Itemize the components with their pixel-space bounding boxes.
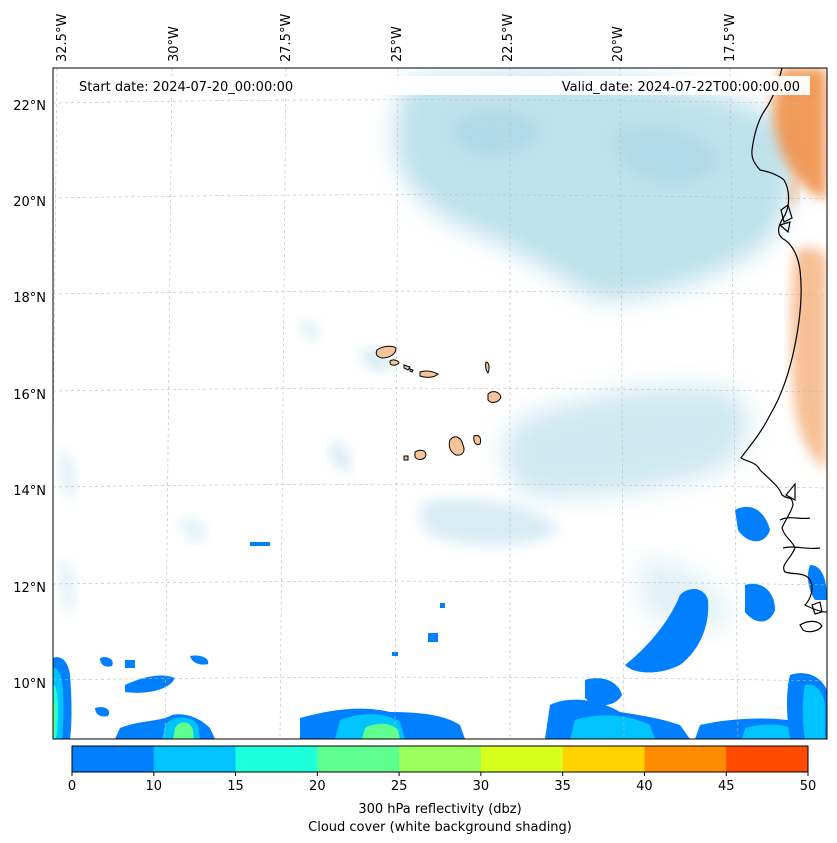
colorbar-tick-label: 30 xyxy=(473,779,490,794)
lat-label-20n: 20°N xyxy=(13,195,46,210)
island-sal xyxy=(485,361,490,374)
lon-label-20w: 20°W xyxy=(611,26,626,62)
colorbar-segment-3 xyxy=(317,746,400,772)
colorbar-segment-8 xyxy=(726,746,809,772)
island-sao-vicente xyxy=(389,359,400,366)
colorbar-segment-6 xyxy=(562,746,645,772)
lon-label-17.5w: 17.5°W xyxy=(723,14,738,62)
island-santa-luzia xyxy=(403,364,411,371)
lat-label-18n: 18°N xyxy=(13,291,46,306)
colorbar-tick-label: 0 xyxy=(68,779,76,794)
colorbar-tick-label: 25 xyxy=(391,779,408,794)
lat-label-14n: 14°N xyxy=(13,484,46,499)
lon-label-32.5w: 32.5°W xyxy=(55,14,70,62)
colorbar-segment-0 xyxy=(72,746,155,772)
colorbar-tick-label: 20 xyxy=(309,779,326,794)
island-boa-vista xyxy=(487,391,502,403)
lat-label-22n: 22°N xyxy=(13,99,46,114)
reflectivity-shading xyxy=(53,506,827,739)
colorbar-segments xyxy=(72,746,809,772)
island-fogo xyxy=(414,449,427,460)
colorbar-tick-label: 35 xyxy=(554,779,571,794)
cape-verde-islands xyxy=(375,345,502,461)
island-santo-antao xyxy=(375,345,397,359)
annotation-box xyxy=(70,76,810,95)
colorbar-ticks: 0 10 15 20 25 30 35 40 45 50 xyxy=(68,772,816,794)
lat-label-10n: 10°N xyxy=(13,677,46,692)
lon-label-30w: 30°W xyxy=(167,26,182,62)
colorbar-segment-4 xyxy=(399,746,482,772)
colorbar-segment-2 xyxy=(235,746,318,772)
colorbar-label-reflectivity: 300 hPa reflectivity (dbz) xyxy=(358,802,521,817)
map-frame xyxy=(52,67,828,740)
coastline xyxy=(740,68,827,633)
colorbar-tick-label: 10 xyxy=(146,779,163,794)
island-sao-nicolau xyxy=(419,370,439,378)
colorbar-border xyxy=(71,745,809,773)
valid-date-label: Valid_date: 2024-07-22T00:00:00.00 xyxy=(562,80,800,95)
lat-label-16n: 16°N xyxy=(13,388,46,403)
latitude-labels: 22°N 20°N 18°N 16°N 14°N 12°N 10°N xyxy=(13,99,46,692)
longitude-labels: 32.5°W 30°W 27.5°W 25°W 22.5°W 20°W 17.5… xyxy=(55,14,738,62)
lon-label-22.5w: 22.5°W xyxy=(501,14,516,62)
colorbar-segment-5 xyxy=(480,746,564,772)
colorbar-tick-label: 50 xyxy=(800,779,817,794)
colorbar-segment-1 xyxy=(153,746,237,772)
lon-label-25w: 25°W xyxy=(390,26,405,62)
colorbar-label-cloud-cover: Cloud cover (white background shading) xyxy=(308,820,572,835)
island-maio xyxy=(473,435,482,445)
lon-label-27.5w: 27.5°W xyxy=(279,14,294,62)
colorbar-tick-label: 40 xyxy=(636,779,653,794)
cloud-cover-shading xyxy=(59,74,794,631)
colorbar-segment-7 xyxy=(644,746,727,772)
map-content xyxy=(53,68,827,739)
island-branco xyxy=(409,368,414,373)
gridlines xyxy=(53,68,827,739)
island-brava xyxy=(403,455,409,461)
colorbar: 0 10 15 20 25 30 35 40 45 50 300 hPa reflectivity… xyxy=(68,745,816,835)
colorbar-tick-label: 15 xyxy=(227,779,244,794)
lat-label-12n: 12°N xyxy=(13,581,46,596)
island-santiago xyxy=(448,436,465,456)
start-date-label: Start date: 2024-07-20_00:00:00 xyxy=(79,80,293,95)
colorbar-tick-label: 45 xyxy=(718,779,735,794)
